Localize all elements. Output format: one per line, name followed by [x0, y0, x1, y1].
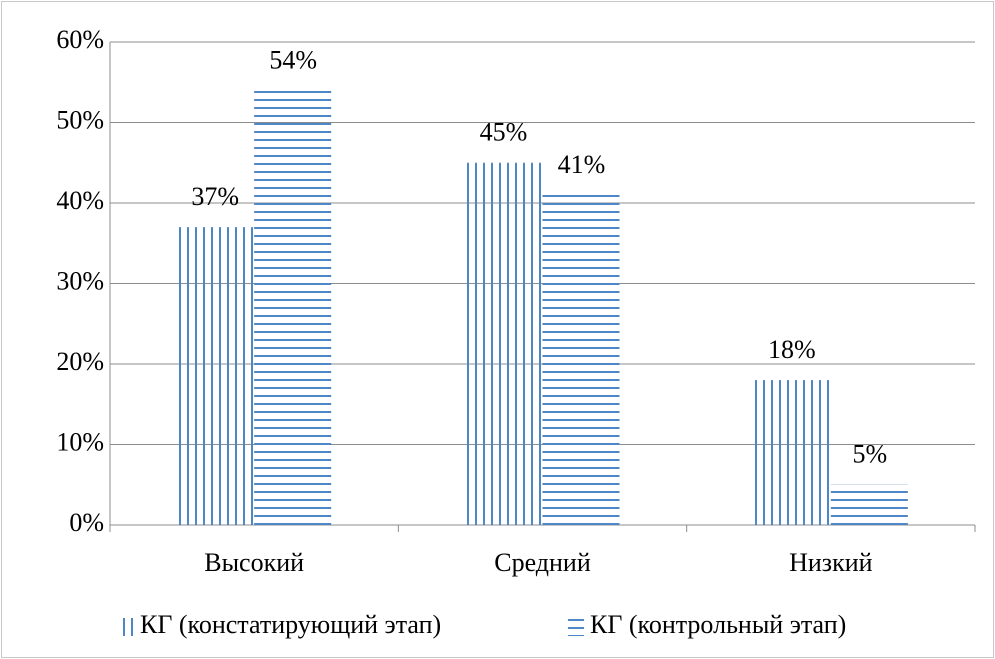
y-tick-label: 50% — [56, 105, 104, 134]
bar — [464, 162, 542, 525]
bar — [176, 227, 254, 525]
y-tick-label: 10% — [56, 427, 104, 456]
y-tick-label: 20% — [56, 347, 104, 376]
legend-swatch — [118, 618, 134, 636]
y-tick-label: 60% — [56, 25, 104, 54]
data-label: 18% — [768, 335, 816, 364]
x-tick-label: Высокий — [204, 548, 304, 577]
bar — [254, 90, 332, 526]
y-tick-label: 30% — [56, 266, 104, 295]
x-tick-label: Средний — [494, 548, 591, 577]
y-tick-label: 40% — [56, 186, 104, 215]
data-label: 41% — [558, 150, 606, 179]
bar — [830, 484, 908, 525]
data-label: 54% — [269, 45, 317, 74]
bar — [752, 380, 830, 525]
legend-label: КГ (контрольный этап) — [590, 610, 846, 639]
legend-swatch — [568, 618, 584, 636]
bar — [542, 194, 620, 525]
x-tick-label: Низкий — [789, 548, 873, 577]
legend-label: КГ (констатирующий этап) — [140, 610, 441, 639]
data-label: 5% — [852, 440, 887, 469]
data-label: 37% — [191, 182, 239, 211]
y-tick-label: 0% — [69, 508, 104, 537]
data-label: 45% — [480, 118, 528, 147]
